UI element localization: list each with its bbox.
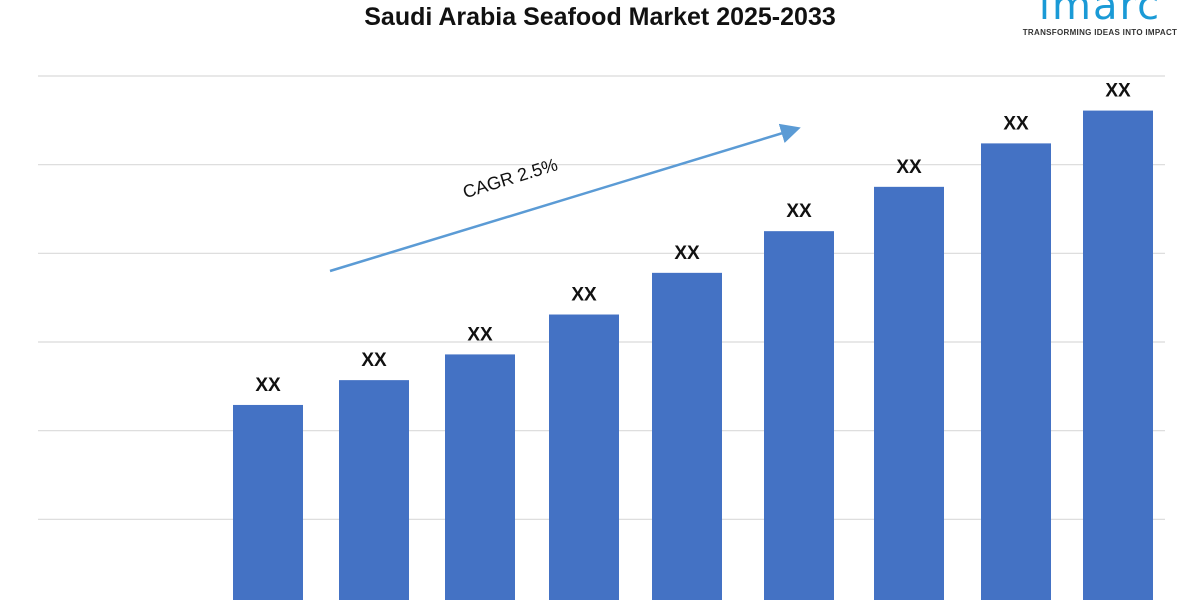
data-label: XX — [674, 243, 700, 264]
chart-title: Saudi Arabia Seafood Market 2025-2033 — [364, 3, 836, 31]
data-label: XX — [467, 324, 493, 345]
bar-2 — [339, 380, 409, 600]
bar-7 — [874, 186, 944, 600]
data-label: XX — [786, 201, 812, 222]
logo-word: imarc — [1038, 0, 1162, 29]
cagr-annotation: CAGR 2.5% — [460, 154, 560, 202]
data-label: XX — [1003, 113, 1029, 134]
data-label: XX — [571, 285, 597, 306]
bar-1 — [233, 404, 303, 600]
bar-6 — [764, 231, 834, 600]
bar-5 — [652, 272, 722, 600]
data-label: XX — [361, 350, 387, 371]
bar-9 — [1083, 110, 1153, 600]
data-label: XX — [255, 375, 281, 396]
data-label: XX — [1105, 81, 1131, 102]
bar-8 — [981, 143, 1051, 600]
logo-tagline: TRANSFORMING IDEAS INTO IMPACT — [1022, 28, 1178, 37]
bar-3 — [445, 354, 515, 600]
cagr-arrow — [329, 123, 801, 273]
bar-4 — [549, 314, 619, 600]
data-label: XX — [896, 157, 922, 178]
imarc-logo: imarc TRANSFORMING IDEAS INTO IMPACT — [1010, 0, 1190, 38]
